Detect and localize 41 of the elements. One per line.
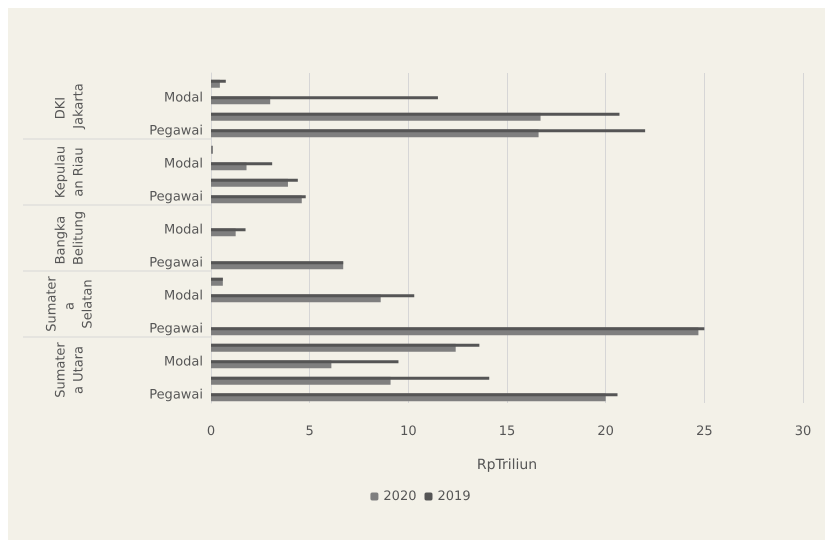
- bar: [211, 393, 618, 396]
- x-tick-label: 5: [306, 424, 314, 439]
- x-tick-label: 10: [400, 424, 417, 439]
- text: Sumatera Selatan: [44, 276, 96, 332]
- x-tick-label: 30: [794, 424, 812, 439]
- y-tick-label: Modal: [164, 354, 203, 370]
- x-axis-title: RpTriliun: [476, 457, 538, 473]
- text: DKI Jakarta: [54, 83, 86, 130]
- y-tick-label: Modal: [164, 288, 203, 304]
- y-tick-label: Modal: [164, 222, 203, 238]
- text: Sumatera Utara: [54, 342, 86, 398]
- x-tick-label: 15: [498, 424, 516, 439]
- bar: [211, 96, 438, 100]
- bar: [211, 327, 704, 330]
- text: Bangka Belitung: [54, 211, 86, 265]
- bar: [211, 261, 344, 264]
- y-tick-label: Pegawai: [149, 123, 203, 138]
- y-tick-label: Pegawai: [149, 189, 203, 204]
- legend-label: 2019: [438, 489, 471, 504]
- x-tick-label: 0: [206, 424, 216, 439]
- bar: [211, 129, 646, 132]
- bar: [211, 80, 226, 83]
- bar: [211, 376, 490, 380]
- y-tick-label: Pegawai: [149, 255, 203, 270]
- y-tick-label: Pegawai: [149, 321, 203, 336]
- bar: [211, 195, 306, 198]
- y-tick-label: Pegawai: [149, 387, 203, 402]
- legend-label: 2020: [383, 489, 417, 504]
- bar: [211, 178, 298, 182]
- text: Kepulauan Riau: [54, 146, 86, 198]
- bar: [211, 344, 480, 347]
- y-tick-label: Modal: [164, 90, 203, 106]
- x-tick-label: 20: [597, 424, 614, 439]
- bar: [211, 360, 398, 364]
- bar: [211, 278, 223, 281]
- bar: [211, 294, 414, 298]
- x-tick-label: 25: [696, 424, 713, 439]
- y-tick-label: Modal: [164, 156, 203, 172]
- bar: [211, 112, 620, 116]
- bar: [211, 162, 272, 166]
- bar: [211, 228, 246, 232]
